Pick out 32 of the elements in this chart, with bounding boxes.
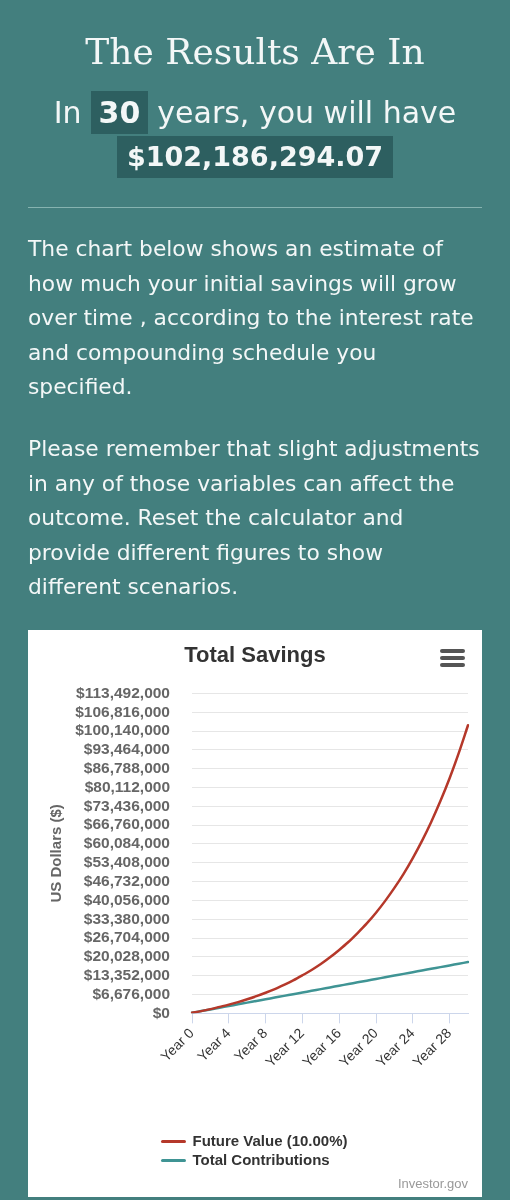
text: Please remember that slight adjustments in any of those variables can affect the outcome. Reset the calculator and provide different figures to show different scenarios. (28, 435, 481, 601)
chart-title: Total Savings (184, 642, 326, 668)
legend-label: Total Contributions (192, 1150, 330, 1168)
text: The chart below shows an estimate of how much your initial savings will grow over time , according to the interest rate and compounding schedule you specified. (28, 235, 475, 401)
y-tick-label: $100,140,000 (75, 721, 170, 739)
x-tick-label: Year 4 (194, 1024, 234, 1065)
y-tick-label: $13,352,000 (83, 966, 170, 983)
text: The Results Are In (84, 30, 426, 74)
y-tick-label: $80,112,000 (84, 777, 170, 795)
y-tick-label: $106,816,000 (75, 702, 170, 720)
y-tick-label: $86,788,000 (83, 758, 170, 776)
y-tick-label: $0 (152, 1003, 170, 1021)
y-tick-label: $66,760,000 (83, 815, 170, 833)
text: years, you will have (157, 95, 457, 130)
y-tick-label: $60,084,000 (83, 834, 170, 852)
text: $102,186,294.07 (116, 136, 394, 178)
y-tick-label: $113,492,000 (76, 683, 170, 701)
y-tick-label: $53,408,000 (83, 853, 170, 871)
text: In (53, 95, 82, 130)
y-tick-label: $6,676,000 (92, 984, 170, 1002)
text: 30 (90, 91, 149, 134)
text: Investor.gov (397, 1176, 468, 1191)
y-tick-label: $40,056,000 (83, 890, 170, 908)
y-tick-label: $93,464,000 (83, 740, 170, 758)
y-tick-label: $20,028,000 (83, 947, 170, 965)
legend-label: Future Value (10.00%) (192, 1131, 348, 1149)
y-tick-label: $26,704,000 (83, 928, 170, 946)
y-tick-label: $33,380,000 (83, 909, 170, 927)
x-tick-label: Year 0 (157, 1024, 197, 1065)
y-tick-label: $46,732,000 (83, 871, 170, 889)
y-tick-label: $73,436,000 (83, 796, 170, 814)
y-axis-title: US Dollars ($) (47, 804, 65, 903)
